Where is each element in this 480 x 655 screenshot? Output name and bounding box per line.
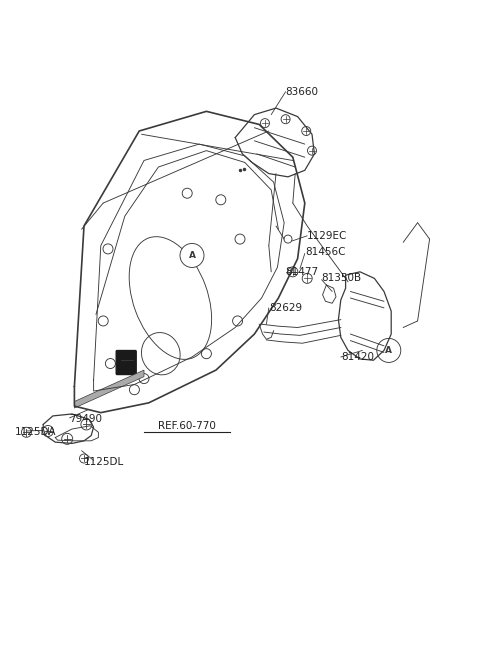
Text: 81477: 81477 [286, 267, 319, 277]
Text: 81456C: 81456C [305, 247, 345, 257]
Text: 1129EC: 1129EC [307, 231, 348, 241]
Text: 1125DL: 1125DL [84, 457, 124, 467]
Text: 1125DA: 1125DA [14, 427, 56, 438]
Circle shape [377, 339, 401, 362]
Text: A: A [189, 251, 195, 260]
Circle shape [22, 427, 31, 438]
Circle shape [180, 244, 204, 267]
Circle shape [81, 419, 92, 430]
Text: REF.60-770: REF.60-770 [158, 421, 216, 431]
Text: 83660: 83660 [286, 86, 319, 97]
Text: 81350B: 81350B [322, 273, 362, 284]
Polygon shape [74, 370, 144, 408]
Text: A: A [385, 346, 392, 355]
Text: 82629: 82629 [269, 303, 302, 313]
Circle shape [62, 434, 72, 444]
FancyBboxPatch shape [116, 350, 136, 375]
Circle shape [80, 454, 88, 463]
Text: 79490: 79490 [70, 414, 103, 424]
Text: 81420: 81420 [341, 352, 374, 362]
Circle shape [43, 426, 53, 436]
